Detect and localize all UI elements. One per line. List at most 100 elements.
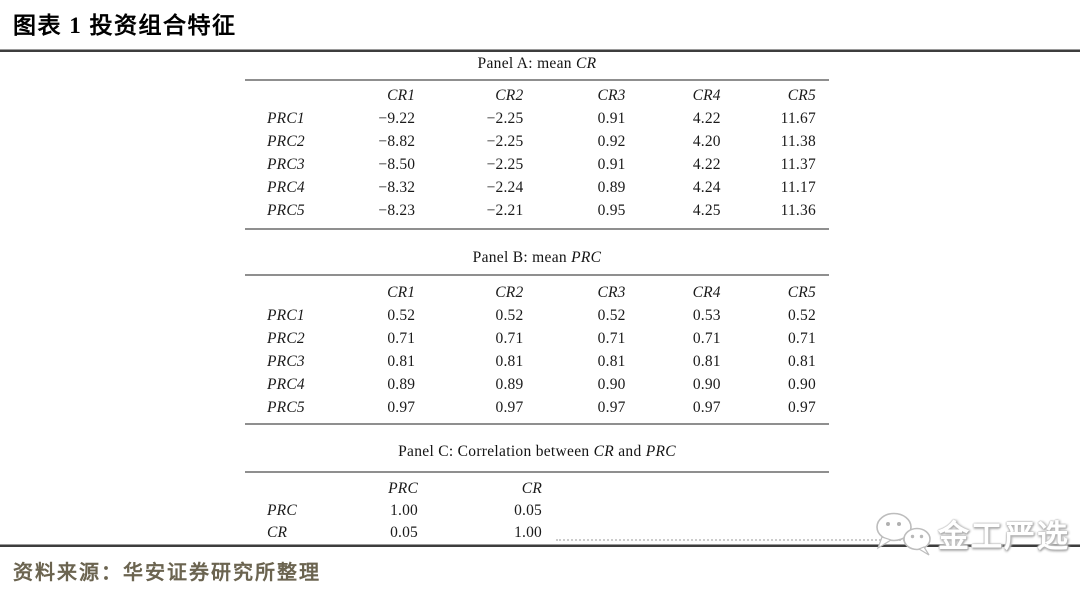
source-note: 资料来源：华安证券研究所整理: [13, 562, 321, 584]
table-row: PRC5 −8.23 −2.21 0.95 4.25 11.36: [245, 199, 829, 222]
table-row: PRC5 0.97 0.97 0.97 0.97 0.97: [245, 396, 829, 419]
cell: −8.23: [378, 201, 416, 219]
spacer-cell: [816, 130, 829, 153]
top-heavy-rule: [0, 49, 1080, 52]
cell: 4.20: [692, 132, 721, 150]
cell: 0.71: [387, 329, 416, 347]
cell: 0.52: [387, 306, 416, 324]
cell: −2.25: [486, 109, 524, 127]
column-header: PRC: [388, 480, 418, 498]
row-label: PRC4: [267, 178, 305, 196]
cell: 0.81: [387, 352, 416, 370]
header-row: PRC CR: [245, 478, 829, 500]
panel-c-table: PRC CR PRC 1.00 0.05 CR 0.05 1.00: [245, 478, 829, 544]
spacer-cell: [816, 373, 829, 396]
cell: 4.25: [692, 201, 721, 219]
cell: 4.24: [692, 178, 721, 196]
panel-title-part: PRC: [645, 443, 676, 460]
cell: 0.91: [597, 109, 626, 127]
header-row: CR1 CR2 CR3 CR4 CR5: [245, 282, 829, 304]
cell: −8.50: [378, 155, 416, 173]
cell: −9.22: [378, 109, 416, 127]
header-row: CR1 CR2 CR3 CR4 CR5: [245, 85, 829, 107]
cell: 0.97: [787, 398, 816, 416]
row-label: PRC5: [267, 201, 305, 219]
figure-title: 图表 1 投资组合特征: [13, 13, 237, 38]
panel-title-part: Panel B: mean: [472, 249, 572, 266]
wechat-icon: [876, 512, 931, 556]
bottom-heavy-rule: [0, 544, 1080, 547]
row-label: PRC1: [267, 306, 305, 324]
spacer-cell: [816, 396, 829, 419]
cell: 0.90: [787, 375, 816, 393]
table-rule: [245, 423, 829, 425]
spacer-cell: [816, 350, 829, 373]
spacer-cell: [542, 478, 829, 500]
cell: 0.89: [495, 375, 524, 393]
cell: 0.05: [390, 524, 418, 542]
table-row: PRC3 0.81 0.81 0.81 0.81 0.81: [245, 350, 829, 373]
cell: 11.67: [780, 109, 816, 127]
column-header: CR1: [387, 87, 416, 105]
cell: 0.71: [787, 329, 816, 347]
cell: 0.71: [597, 329, 626, 347]
cell: 0.97: [387, 398, 416, 416]
cell: 0.71: [495, 329, 524, 347]
cell: 11.36: [780, 201, 816, 219]
panel-title-part: CR: [593, 443, 615, 460]
table-rule: [245, 79, 829, 81]
table-row: PRC 1.00 0.05: [245, 500, 829, 522]
cell: 0.90: [597, 375, 626, 393]
column-header: CR: [521, 480, 542, 498]
cell: 0.71: [692, 329, 721, 347]
table-row: PRC3 −8.50 −2.25 0.91 4.22 11.37: [245, 153, 829, 176]
table-rule: [245, 228, 829, 230]
row-label: PRC2: [267, 132, 305, 150]
cell: 0.81: [597, 352, 626, 370]
spacer-cell: [816, 304, 829, 327]
column-header: CR5: [787, 87, 816, 105]
cell: 0.91: [597, 155, 626, 173]
cell: 0.81: [787, 352, 816, 370]
table-bottom-dotted-rule: [556, 539, 908, 541]
table-row: PRC4 −8.32 −2.24 0.89 4.24 11.17: [245, 176, 829, 199]
table-row: PRC2 −8.82 −2.25 0.92 4.20 11.38: [245, 130, 829, 153]
panel-title-part: Panel A: mean: [477, 55, 577, 72]
row-label: PRC5: [267, 398, 305, 416]
panel-title-part: PRC: [571, 249, 602, 266]
cell: 0.97: [495, 398, 524, 416]
cell: −8.32: [378, 178, 416, 196]
row-label: PRC2: [267, 329, 305, 347]
watermark: 金工严选: [872, 510, 1070, 556]
cell: 4.22: [692, 109, 721, 127]
cell: 0.89: [387, 375, 416, 393]
panel-a-table: CR1 CR2 CR3 CR4 CR5 PRC1 −9.22 −2.25 0.91 4.22 11.…: [245, 85, 829, 222]
spacer-cell: [816, 176, 829, 199]
cell: 0.53: [692, 306, 721, 324]
column-header: CR3: [597, 87, 626, 105]
column-header: CR1: [387, 284, 416, 302]
spacer-cell: [245, 478, 335, 500]
cell: 11.38: [780, 132, 816, 150]
spacer-cell: [816, 327, 829, 350]
table-row: PRC4 0.89 0.89 0.90 0.90 0.90: [245, 373, 829, 396]
cell: −8.82: [378, 132, 416, 150]
row-label: CR: [267, 524, 288, 542]
cell: 0.05: [514, 502, 542, 520]
cell: 0.97: [597, 398, 626, 416]
table-rule: [245, 471, 829, 473]
cell: −2.25: [486, 155, 524, 173]
cell: 4.22: [692, 155, 721, 173]
cell: 0.52: [597, 306, 626, 324]
panel-title-part: Panel C: Correlation between: [398, 443, 594, 460]
column-header: CR3: [597, 284, 626, 302]
column-header: CR4: [692, 87, 721, 105]
spacer-cell: [816, 282, 829, 304]
watermark-text: 金工严选: [938, 518, 1070, 554]
spacer-cell: [542, 500, 829, 522]
cell: 0.92: [597, 132, 626, 150]
panel-title-part: CR: [576, 55, 597, 72]
spacer-cell: [816, 199, 829, 222]
panel-title-part: and: [614, 443, 646, 460]
